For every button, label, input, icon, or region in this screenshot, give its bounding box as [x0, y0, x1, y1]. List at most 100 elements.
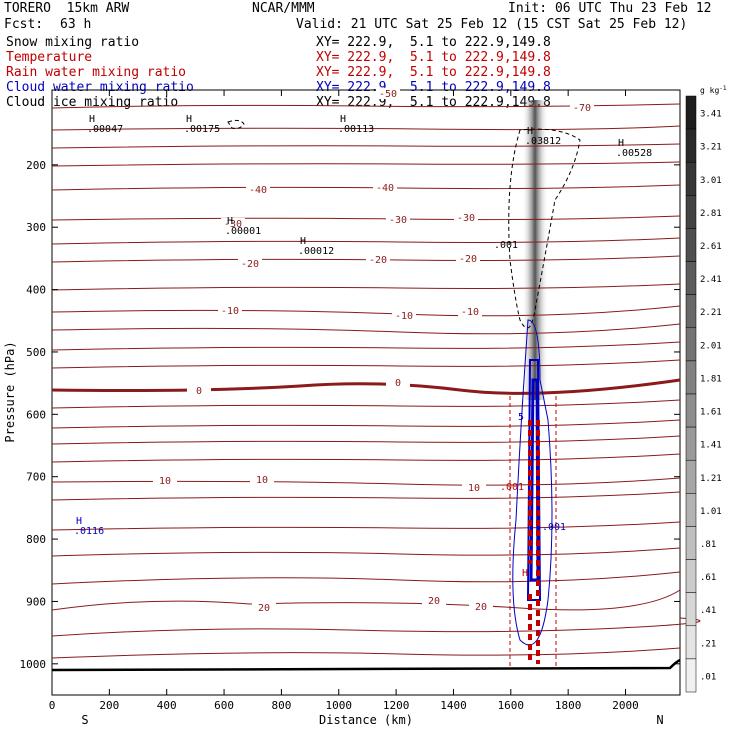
- extremum-mark: H: [76, 516, 82, 527]
- colorbar-label: .01: [700, 672, 716, 682]
- temp-label: -50: [379, 89, 397, 100]
- ice-contour: [227, 119, 245, 129]
- isotherm-line: [51, 521, 681, 531]
- colorbar-swatch: [685, 195, 697, 229]
- isotherm-line: [51, 305, 681, 317]
- isotherm-line: [51, 215, 681, 221]
- colorbar-label: 1.81: [700, 374, 722, 384]
- extremum-value: .0116: [74, 526, 104, 537]
- temp-label-bg: [462, 482, 486, 493]
- y-tick-label: 200: [26, 159, 46, 172]
- legend-field: Snow mixing ratio: [6, 35, 140, 50]
- colorbar-label: 1.21: [700, 474, 722, 484]
- colorbar-label: 3.41: [700, 110, 722, 120]
- x-tick-label: 1400: [440, 699, 467, 712]
- colorbar-label: 2.61: [700, 242, 722, 252]
- temp-label-bg: [373, 182, 397, 193]
- legend-field: Cloud water mixing ratio: [6, 80, 194, 95]
- temp-label: -30: [457, 213, 475, 224]
- colorbar-label: .21: [700, 639, 716, 649]
- extremum-mark: H: [89, 114, 95, 125]
- valid-time: Valid: 21 UTC Sat 25 Feb 12 (15 CST Sat …: [296, 17, 688, 32]
- isotherm-line: [51, 184, 681, 191]
- x-axis-title: Distance (km): [319, 713, 413, 727]
- colorbar-swatch: [685, 161, 697, 196]
- center-label: NCAR/MMM: [252, 1, 315, 16]
- temp-label-bg: [422, 595, 446, 606]
- extremum-value: .00012: [298, 246, 334, 257]
- y-tick-label: 700: [26, 471, 46, 484]
- contour-label: .001: [542, 522, 566, 533]
- temp-label: -10: [395, 311, 413, 322]
- isotherm-line: [51, 589, 681, 611]
- contour-label: .001: [494, 240, 518, 251]
- colorbar-label: 1.01: [700, 507, 722, 517]
- y-tick-label: 600: [26, 408, 46, 421]
- cloud-ice-contours: [227, 119, 581, 329]
- colorbar-swatch: [685, 327, 697, 362]
- contour-label: .001: [500, 482, 524, 493]
- colorbar-swatch: [685, 592, 697, 627]
- colorbar-label: 3.01: [700, 176, 722, 186]
- isotherm-line: [51, 161, 681, 167]
- x-tick-label: 1000: [326, 699, 353, 712]
- colorbar-label: 2.41: [700, 275, 722, 285]
- colorbar-label: .61: [700, 573, 716, 583]
- temp-label-bg: [386, 377, 410, 388]
- colorbar-swatch: [685, 261, 697, 295]
- x-tick-label: 1800: [555, 699, 582, 712]
- isotherm-line: [51, 283, 681, 291]
- colorbar-unit: g kg-1: [700, 85, 727, 95]
- extremum-value: .03812: [525, 136, 561, 147]
- temp-label: 10: [468, 483, 480, 494]
- colorbar-swatch: [685, 493, 697, 527]
- extremum-value: .00175: [184, 124, 220, 135]
- temp-label-bg: [456, 253, 480, 264]
- isotherm-line: [51, 453, 681, 463]
- temp-label-bg: [252, 602, 276, 613]
- colorbar: 3.41 3.21 3.01 2.81 2.61 2.41 2.21 2.01 1.81 1.61…: [685, 95, 722, 693]
- temp-label-bg: [458, 306, 482, 317]
- colorbar-label: .41: [700, 606, 716, 616]
- colorbar-swatch: [685, 228, 697, 262]
- temp-label: -20: [459, 254, 477, 265]
- y-tick-label: 900: [26, 595, 46, 608]
- temp-label: 10: [256, 475, 268, 486]
- temp-label-bg: [469, 601, 493, 612]
- ground-line: [51, 658, 681, 672]
- temp-label: -40: [249, 185, 267, 196]
- y-axis-title: Pressure (hPa): [3, 341, 17, 442]
- temp-label-bg: [570, 102, 594, 113]
- temp-label-bg: [454, 212, 478, 223]
- colorbar-label: 3.21: [700, 143, 722, 153]
- colorbar-swatch: [685, 393, 697, 428]
- colorbar-swatch: [685, 426, 697, 461]
- plot-frame: [51, 89, 681, 696]
- temp-label-bg: [392, 310, 416, 321]
- contour-label: H: [522, 568, 528, 579]
- y-tick-label: 800: [26, 533, 46, 546]
- temp-label: 20: [475, 602, 487, 613]
- temp-label: -20: [241, 259, 259, 270]
- x-left-end-label: S: [81, 713, 88, 727]
- colorbar-swatch: [685, 559, 697, 593]
- isotherm-line: [51, 647, 681, 659]
- isotherm-line: [51, 477, 681, 486]
- temp-label: -10: [221, 306, 239, 317]
- legend-xy: XY= 222.9, 5.1 to 222.9,149.8: [316, 35, 551, 50]
- isotherm-line: [51, 617, 701, 637]
- cloud-water-contour: [512, 319, 553, 646]
- rain-water-contours: [509, 396, 557, 668]
- extremum-mark: H: [300, 236, 306, 247]
- y-tick-label: 400: [26, 284, 46, 297]
- model-title: TORERO 15km ARW: [4, 1, 130, 16]
- fcst-value: 63 h: [60, 17, 92, 32]
- isotherm-line: [51, 435, 681, 445]
- extremum-mark: H: [340, 114, 346, 125]
- isotherm-line: [51, 143, 681, 149]
- colorbar-swatch: [685, 459, 697, 494]
- colorbar-swatch: [685, 526, 697, 560]
- isotherm-line: [51, 491, 681, 501]
- temp-label-bg: [250, 474, 274, 485]
